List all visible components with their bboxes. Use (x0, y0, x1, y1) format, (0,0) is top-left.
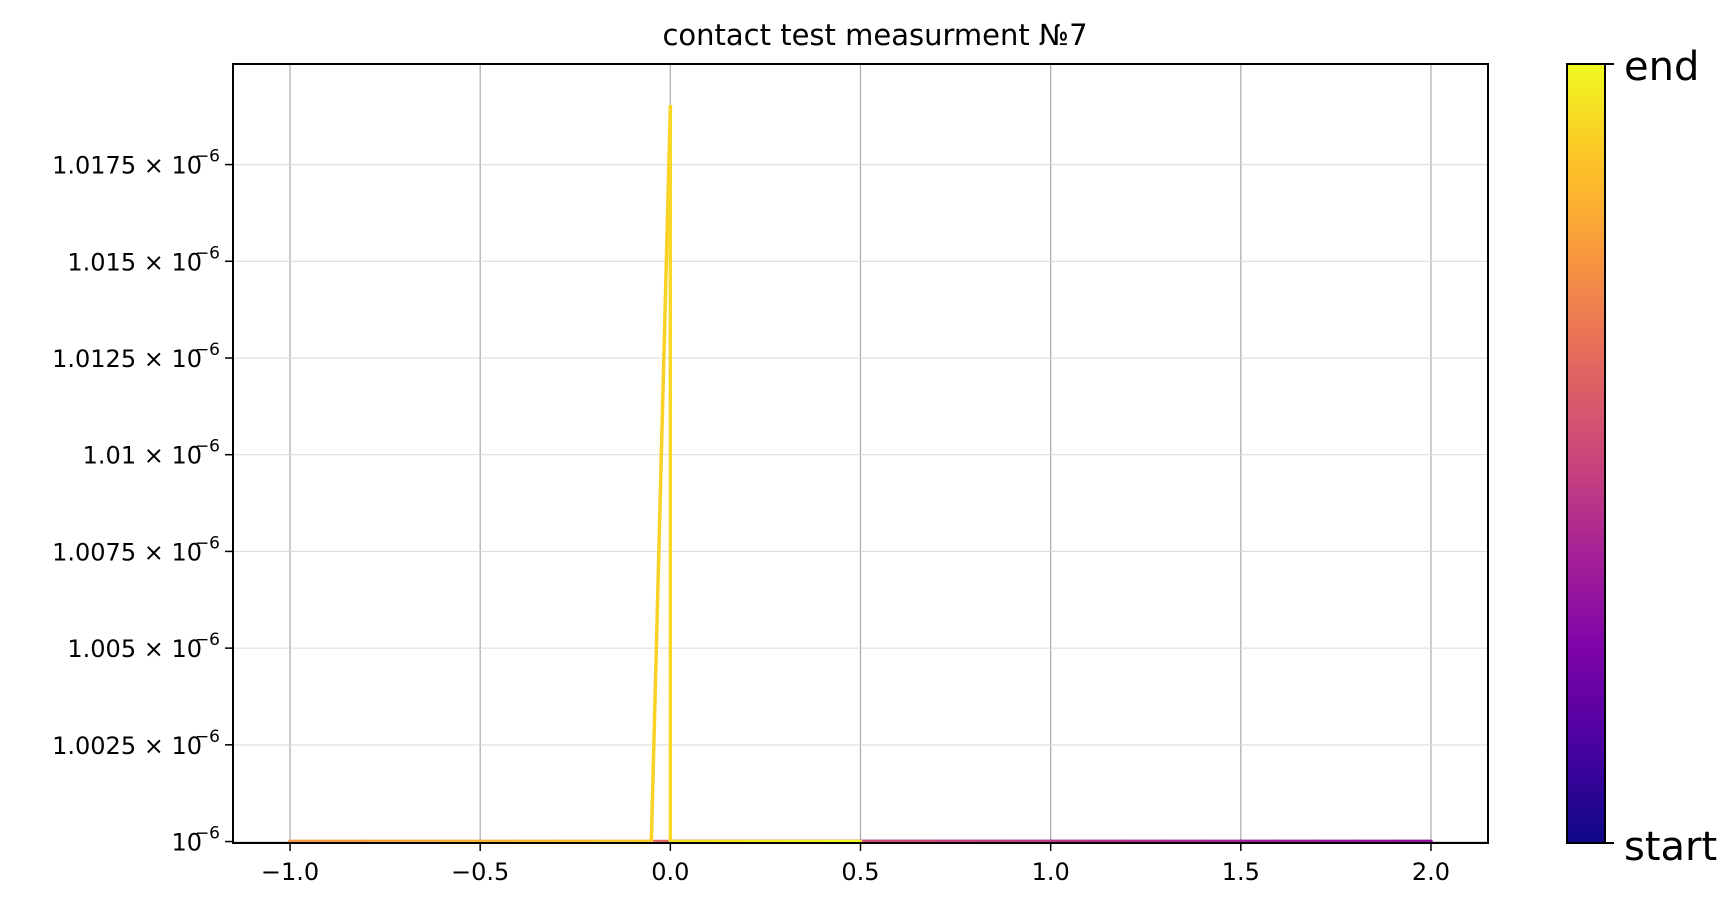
colorbar-label-end: end (1624, 44, 1699, 90)
y-tick-exponent: −6 (195, 340, 220, 360)
x-tick-label: 0.0 (651, 858, 689, 886)
series-segment (649, 104, 673, 844)
y-tick-label: 1.01 × 10 (83, 442, 202, 470)
y-tick-label: 1.0075 × 10 (52, 538, 202, 566)
y-tick-exponent: −6 (195, 243, 220, 263)
y-tick-exponent: −6 (195, 727, 220, 747)
y-tick-mantissa: 1.0025 × 10 (52, 732, 202, 760)
y-tick-label: 1.0125 × 10 (52, 345, 202, 373)
colorbar (1566, 63, 1606, 844)
y-axis: 10−61.0025 × 10−61.005 × 10−61.0075 × 10… (52, 147, 233, 857)
y-tick-mantissa: 1.0125 × 10 (52, 345, 202, 373)
y-tick-exponent: −6 (195, 437, 220, 457)
y-tick-mantissa: 1.0175 × 10 (52, 152, 202, 180)
y-tick-exponent: −6 (195, 630, 220, 650)
y-tick-exponent: −6 (195, 533, 220, 553)
y-tick-label: 10 (171, 829, 202, 857)
y-tick-label: 1.005 × 10 (67, 635, 202, 663)
x-axis: −1.0 −0.5 0.0 0.5 1.0 1.5 2.0 (261, 843, 1450, 886)
colorbar-label-start: start (1624, 824, 1717, 870)
y-tick-label: 1.0175 × 10 (52, 152, 202, 180)
x-tick-label: 1.0 (1032, 858, 1070, 886)
y-tick-mantissa: 1.005 × 10 (67, 635, 202, 663)
y-tick-mantissa: 1.0075 × 10 (52, 538, 202, 566)
series-line (288, 104, 1433, 844)
grid-lines (233, 64, 1488, 843)
y-tick-mantissa: 10 (171, 829, 202, 857)
y-tick-label: 1.015 × 10 (67, 248, 202, 276)
x-tick-label: 1.5 (1222, 858, 1260, 886)
y-tick-mantissa: 1.015 × 10 (67, 248, 202, 276)
y-tick-label: 1.0025 × 10 (52, 732, 202, 760)
x-tick-label: −1.0 (261, 858, 319, 886)
x-tick-label: −0.5 (451, 858, 509, 886)
x-tick-label: 0.5 (841, 858, 879, 886)
y-tick-mantissa: 1.01 × 10 (83, 442, 202, 470)
y-tick-exponent: −6 (195, 824, 220, 844)
chart-title: contact test measurment №7 (662, 18, 1087, 52)
y-tick-exponent: −6 (195, 147, 220, 167)
x-tick-label: 2.0 (1412, 858, 1450, 886)
